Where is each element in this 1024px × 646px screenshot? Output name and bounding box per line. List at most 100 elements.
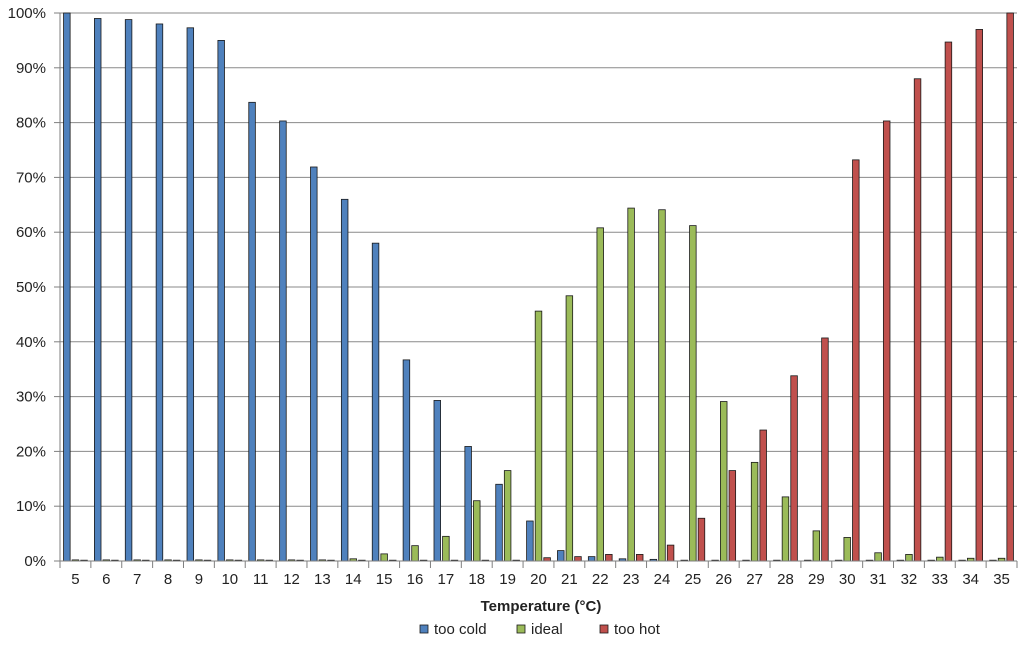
bar-too-cold-20 (526, 520, 534, 562)
x-tick-label: 21 (561, 571, 578, 588)
x-tick-label: 6 (102, 571, 110, 588)
bars (63, 12, 1014, 562)
legend-label: too cold (434, 621, 487, 638)
x-tick-label: 10 (221, 571, 238, 588)
x-tick-label: 12 (283, 571, 300, 588)
legend-item-ideal: ideal (516, 621, 563, 638)
y-tick-label: 70% (16, 169, 46, 186)
legend-swatch (599, 624, 609, 634)
y-tick-label: 10% (16, 498, 46, 515)
bar-too-hot-35 (1006, 12, 1014, 562)
x-tick-label: 23 (623, 571, 640, 588)
y-tick-label: 0% (24, 553, 46, 570)
x-tick-label: 18 (468, 571, 485, 588)
bar-too-cold-14 (340, 198, 349, 562)
y-tick-label: 30% (16, 389, 46, 406)
x-tick-label: 28 (777, 571, 794, 588)
bar-too-cold-13 (310, 166, 318, 562)
legend-swatch (516, 624, 526, 634)
x-axis-title: Temperature (°C) (481, 598, 602, 615)
bar-too-hot-29 (821, 337, 829, 562)
x-tick-label: 25 (685, 571, 702, 588)
legend: too cold ideal too hot (419, 621, 661, 638)
x-tick-label: 20 (530, 571, 547, 588)
y-tick-label: 60% (16, 224, 46, 241)
y-tick-label: 20% (16, 443, 46, 460)
bar-too-hot-23 (636, 554, 644, 562)
x-tick-label: 5 (71, 571, 79, 588)
bar-too-hot-28 (790, 375, 798, 562)
x-tick-label: 30 (839, 571, 856, 588)
y-tick-labels: 0% 10% 20% 30% 40% 50% 60% 70% 80% 90% 100% (8, 5, 60, 570)
y-tick-label: 40% (16, 334, 46, 351)
bar-too-hot-33 (944, 41, 953, 562)
bar-too-cold-15 (371, 242, 380, 562)
bar-ideal-28 (781, 496, 790, 562)
bar-ideal-29 (812, 530, 821, 562)
bar-too-cold-10 (217, 40, 225, 562)
x-tick-label: 24 (654, 571, 671, 588)
legend-label: ideal (531, 621, 563, 638)
bar-too-cold-16 (402, 359, 411, 562)
x-tick-labels: 5 6 7 8 9 10 11 12 13 14 15 16 17 18 19 20 21 22 23 24 25 26 2… (59, 561, 1018, 588)
bar-too-cold-9 (186, 27, 195, 562)
bar-too-hot-27 (759, 429, 767, 562)
bar-ideal-33 (936, 556, 944, 562)
bar-ideal-17 (442, 535, 450, 562)
bar-too-cold-19 (495, 483, 503, 562)
x-tick-label: 34 (962, 571, 979, 588)
bar-too-cold-22 (587, 556, 596, 562)
bar-too-hot-25 (697, 517, 706, 562)
x-tick-label: 11 (253, 571, 269, 588)
bar-ideal-27 (750, 461, 759, 562)
bar-too-hot-32 (913, 78, 922, 562)
y-tick-label: 100% (8, 5, 46, 22)
bar-too-hot-34 (975, 29, 983, 562)
x-tick-label: 14 (345, 571, 362, 588)
x-tick-label: 16 (407, 571, 424, 588)
legend-item-too-cold: too cold (419, 621, 487, 638)
x-tick-label: 9 (195, 571, 203, 588)
bar-ideal-31 (874, 552, 882, 562)
bar-ideal-15 (380, 553, 388, 562)
bar-too-hot-30 (852, 159, 860, 562)
x-tick-label: 13 (314, 571, 331, 588)
bar-ideal-30 (843, 537, 851, 562)
bar-too-hot-26 (728, 470, 737, 562)
x-tick-label: 35 (993, 571, 1010, 588)
bar-too-hot-31 (882, 120, 891, 562)
bar-too-cold-7 (124, 19, 133, 562)
bar-too-cold-21 (557, 550, 565, 562)
bar-too-cold-6 (94, 18, 102, 562)
x-tick-label: 32 (901, 571, 918, 588)
bar-too-cold-17 (433, 400, 441, 562)
bar-ideal-20 (534, 310, 543, 562)
y-tick-label: 80% (16, 115, 46, 132)
bar-ideal-32 (905, 554, 913, 562)
legend-item-too-hot: too hot (599, 621, 661, 638)
bar-too-hot-21 (574, 556, 582, 562)
bar-ideal-23 (627, 207, 635, 562)
bar-too-cold-5 (63, 12, 71, 562)
y-tick-label: 90% (16, 60, 46, 77)
bar-ideal-22 (596, 227, 604, 562)
bar-ideal-19 (503, 470, 512, 562)
x-tick-label: 31 (870, 571, 887, 588)
series-too-cold (63, 12, 997, 562)
bar-ideal-24 (658, 209, 666, 562)
x-tick-label: 19 (499, 571, 516, 588)
x-tick-label: 8 (164, 571, 172, 588)
x-tick-label: 26 (715, 571, 732, 588)
legend-label: too hot (614, 621, 661, 638)
series-ideal (71, 207, 1006, 562)
bar-ideal-26 (720, 401, 728, 562)
x-tick-label: 27 (746, 571, 763, 588)
bar-ideal-18 (473, 500, 481, 562)
bar-too-cold-12 (279, 120, 287, 562)
bar-too-cold-11 (248, 101, 256, 562)
x-tick-label: 15 (376, 571, 393, 588)
x-tick-label: 7 (133, 571, 141, 588)
bar-too-cold-18 (464, 446, 472, 562)
legend-swatch (419, 624, 429, 634)
bar-ideal-21 (565, 295, 574, 562)
